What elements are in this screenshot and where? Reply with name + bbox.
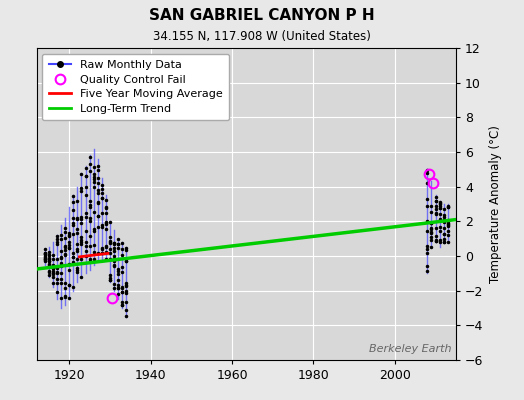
Text: SAN GABRIEL CANYON P H: SAN GABRIEL CANYON P H [149,8,375,23]
Y-axis label: Temperature Anomaly (°C): Temperature Anomaly (°C) [489,125,502,283]
Text: 34.155 N, 117.908 W (United States): 34.155 N, 117.908 W (United States) [153,30,371,43]
Text: Berkeley Earth: Berkeley Earth [369,344,452,354]
Legend: Raw Monthly Data, Quality Control Fail, Five Year Moving Average, Long-Term Tren: Raw Monthly Data, Quality Control Fail, … [42,54,230,120]
